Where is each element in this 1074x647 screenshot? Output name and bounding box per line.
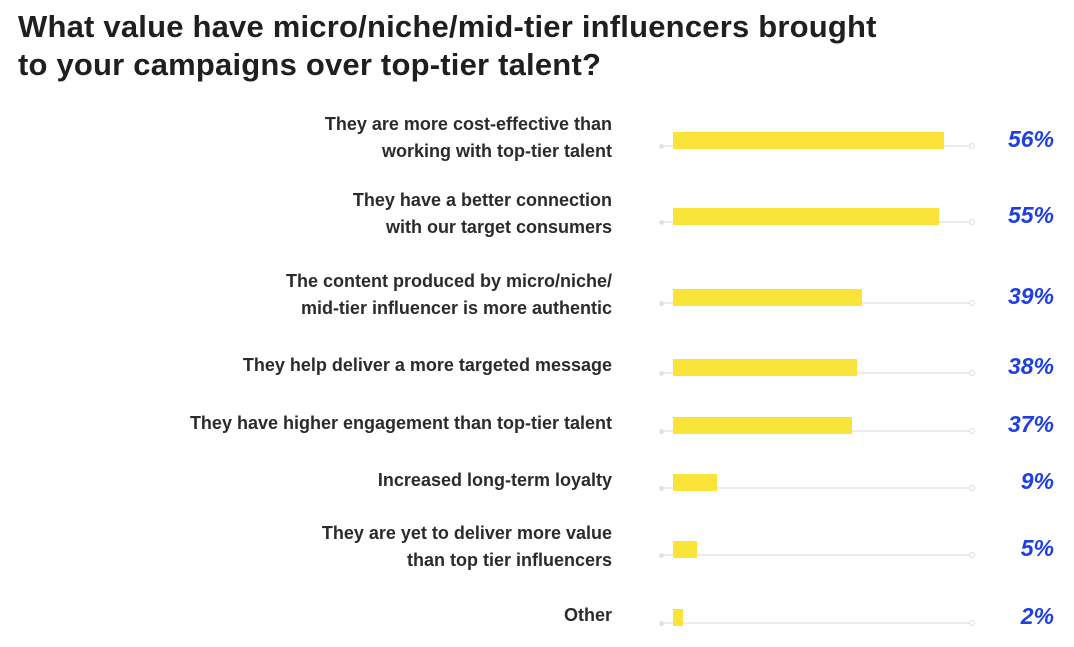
bar-row: They are yet to deliver more value than t…: [0, 519, 1074, 579]
category-label: They are yet to deliver more value than t…: [92, 520, 612, 574]
category-label-line: They help deliver a more targeted messag…: [242, 354, 612, 375]
bar: [673, 132, 944, 149]
bar: [673, 609, 683, 626]
bar-row: Other 2%: [0, 587, 1074, 647]
category-label: They help deliver a more targeted messag…: [92, 352, 612, 379]
value-label: 5%: [1020, 535, 1054, 561]
track-start-dot: [659, 620, 664, 626]
chart-title: What value have micro/niche/mid-tier inf…: [18, 8, 1018, 84]
bar-track: [661, 554, 973, 556]
value-label: 38%: [1007, 353, 1054, 379]
bar-row: Increased long-term loyalty 9%: [0, 452, 1074, 512]
track-start-dot: [659, 552, 664, 558]
category-label-line: mid-tier influencer is more authentic: [300, 298, 612, 318]
value-label: 37%: [1007, 411, 1054, 437]
track-start-dot: [659, 219, 664, 225]
track-start-dot: [659, 485, 664, 491]
category-label: They have a better connection with our ta…: [92, 187, 612, 241]
category-label-line: Other: [563, 604, 612, 625]
bar: [673, 359, 857, 376]
track-end-dot: [969, 620, 975, 626]
category-label: The content produced by micro/niche/mid-…: [92, 268, 612, 322]
track-end-dot: [969, 428, 975, 434]
bar: [673, 474, 717, 491]
track-end-dot: [969, 300, 975, 306]
value-label: 55%: [1007, 202, 1054, 228]
track-end-dot: [969, 143, 975, 149]
bar-track: [661, 487, 973, 489]
bar: [673, 541, 698, 558]
bar-row: They have a better connection with our ta…: [0, 186, 1074, 246]
value-label: 9%: [1020, 468, 1054, 494]
track-end-dot: [969, 485, 975, 491]
value-label: 56%: [1007, 126, 1054, 152]
category-label: Increased long-term loyalty: [92, 467, 612, 494]
title-line-2: to your campaigns over top-tier talent?: [18, 47, 602, 82]
bar: [673, 289, 862, 306]
value-label: 39%: [1007, 283, 1054, 309]
bar-row: They are more cost-effective than working…: [0, 110, 1074, 170]
title-line-1: What value have micro/niche/mid-tier inf…: [18, 9, 877, 44]
category-label-line: with our target consumers: [385, 217, 612, 237]
track-end-dot: [969, 219, 975, 225]
category-label-line: They are more cost-effective than: [324, 114, 612, 134]
category-label: They are more cost-effective than working…: [92, 111, 612, 165]
bar: [673, 417, 852, 434]
category-label: They have higher engagement than top-tie…: [92, 410, 612, 437]
category-label-line: working with top-tier talent: [382, 141, 612, 161]
value-label: 2%: [1020, 603, 1054, 629]
bar: [673, 208, 939, 225]
track-end-dot: [969, 370, 975, 376]
category-label: Other: [92, 602, 612, 629]
category-label-line: They have higher engagement than top-tie…: [189, 412, 612, 433]
bar-row: They have higher engagement than top-tie…: [0, 395, 1074, 455]
track-start-dot: [659, 143, 664, 149]
track-start-dot: [659, 370, 664, 376]
track-end-dot: [969, 552, 975, 558]
category-label-line: The content produced by micro/niche/: [285, 271, 612, 291]
bar-row: The content produced by micro/niche/mid-…: [0, 267, 1074, 327]
category-label-line: Increased long-term loyalty: [377, 469, 612, 490]
category-label-line: than top tier influencers: [406, 550, 612, 570]
category-label-line: They are yet to deliver more value: [321, 523, 612, 543]
track-start-dot: [659, 428, 664, 434]
track-start-dot: [659, 300, 664, 306]
category-label-line: They have a better connection: [352, 190, 612, 210]
bar-row: They help deliver a more targeted messag…: [0, 337, 1074, 397]
bar-track: [661, 622, 973, 624]
